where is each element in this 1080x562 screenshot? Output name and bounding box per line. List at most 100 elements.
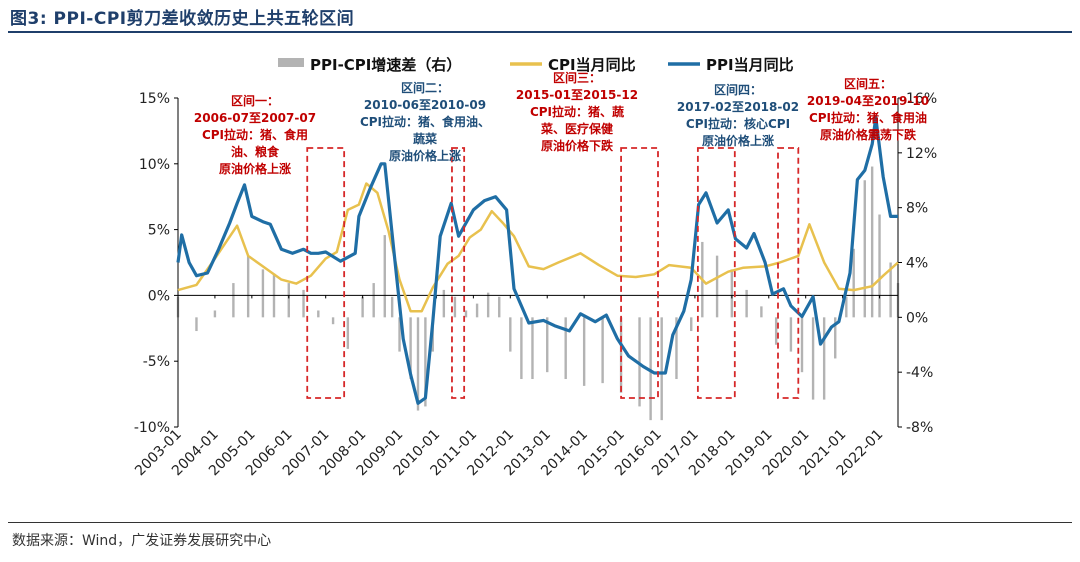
spread-bar xyxy=(845,296,848,318)
spread-bar xyxy=(317,310,320,318)
interval-box xyxy=(306,147,346,399)
annotation-line: 菜、医疗保健 xyxy=(540,121,614,136)
legend-label: PPI当月同比 xyxy=(706,56,794,74)
annotation-line: 2015-01至2015-12 xyxy=(516,88,638,102)
spread-bar xyxy=(302,289,305,318)
left-tick-label: 15% xyxy=(139,91,170,107)
spread-bar xyxy=(424,317,427,407)
spread-bar xyxy=(834,317,837,359)
spread-bar xyxy=(520,317,523,380)
legend-swatch-spread xyxy=(278,58,304,67)
spread-bar xyxy=(383,235,386,318)
annotation-line: 区间四： xyxy=(714,82,762,97)
source-note: 数据来源：Wind，广发证券发展研究中心 xyxy=(12,533,272,549)
spread-bar xyxy=(822,317,826,400)
annotation-line: 2006-07至2007-07 xyxy=(194,111,316,125)
annotation-line: 原油价格下跌 xyxy=(541,138,614,153)
spread-bar xyxy=(346,317,350,349)
annotation-line: 油、粮食 xyxy=(231,144,280,159)
spread-bar xyxy=(409,317,412,380)
spread-bar xyxy=(442,289,446,318)
legend-label: PPI-CPI增速差（右） xyxy=(310,56,461,74)
spread-bar xyxy=(195,317,198,332)
annotation-line: 蔬菜 xyxy=(413,131,437,146)
left-tick-label: -5% xyxy=(143,354,170,370)
right-tick-label: 8% xyxy=(906,201,928,217)
spread-bar xyxy=(582,317,586,386)
spread-bar xyxy=(730,269,734,318)
left-tick-label: 10% xyxy=(139,157,170,173)
spread-bar xyxy=(361,296,364,318)
left-tick-label: 5% xyxy=(148,223,170,239)
spread-bar xyxy=(261,269,265,318)
spread-bar xyxy=(246,255,250,318)
spread-bar xyxy=(852,248,855,318)
spread-bar xyxy=(372,283,375,318)
spread-bar xyxy=(638,317,641,407)
legend-label: CPI当月同比 xyxy=(548,56,636,74)
spread-bar xyxy=(619,317,623,393)
spread-bar xyxy=(675,317,678,380)
spread-bar xyxy=(564,317,567,380)
left-tick-label: 0% xyxy=(148,288,170,304)
annotation-line: 2019-04至2019-10 xyxy=(807,94,929,108)
right-tick-label: -8% xyxy=(906,420,933,436)
annotation-line: 原油价格上涨 xyxy=(389,148,461,163)
spread-bar xyxy=(660,317,663,421)
spread-bar xyxy=(232,283,235,318)
annotation-line: 2010-06至2010-09 xyxy=(364,98,486,112)
spread-bar xyxy=(649,317,652,421)
spread-bar xyxy=(531,317,534,380)
spread-bar xyxy=(464,310,468,318)
annotation-line: CPI拉动：猪、食用油、 xyxy=(360,114,490,129)
annotation-line: 区间二： xyxy=(401,80,449,95)
spread-bar xyxy=(889,262,892,318)
interval-box xyxy=(777,147,800,399)
annotation-line: CPI拉动：猪、蔬 xyxy=(530,104,624,119)
spread-bar xyxy=(475,303,479,318)
annotation-line: 2017-02至2018-02 xyxy=(677,100,799,114)
spread-bar xyxy=(287,283,290,318)
right-tick-label: 16% xyxy=(906,91,937,107)
spread-bar xyxy=(745,289,748,318)
spread-bar xyxy=(498,296,501,318)
spread-bar xyxy=(774,317,778,345)
spread-bar xyxy=(760,306,763,318)
annotation-line: 原油价格震荡下跌 xyxy=(820,127,917,142)
annotation-line: CPI拉动：猪、食用油 xyxy=(809,110,927,125)
interval-box xyxy=(451,147,466,399)
right-tick-label: 0% xyxy=(906,310,928,326)
annotation-line: CPI拉动：猪、食用 xyxy=(202,127,308,142)
cpi-line xyxy=(177,182,899,313)
spread-bar xyxy=(416,317,420,411)
spread-bar xyxy=(690,317,693,332)
spread-bar xyxy=(398,317,401,352)
annotation-line: CPI拉动：核心CPI xyxy=(686,116,790,131)
footer-rule xyxy=(8,522,1072,523)
right-tick-label: 12% xyxy=(906,146,937,162)
right-tick-label: 4% xyxy=(906,256,928,272)
spread-bar xyxy=(878,214,881,318)
spread-bar xyxy=(800,317,804,373)
interval-box xyxy=(620,147,659,399)
interval-box xyxy=(696,147,736,399)
annotation-line: 原油价格上涨 xyxy=(219,161,291,176)
spread-bar xyxy=(213,310,217,318)
spread-bar xyxy=(546,317,549,373)
spread-bar xyxy=(870,166,874,318)
title-rule xyxy=(8,31,1072,33)
spread-bar xyxy=(715,255,719,318)
spread-bar xyxy=(486,292,490,318)
spread-bar xyxy=(453,296,457,318)
figure-title: 图3: PPI-CPI剪刀差收敛历史上共五轮区间 xyxy=(10,9,355,29)
annotation-line: 区间一： xyxy=(231,93,279,108)
spread-bar xyxy=(863,180,866,318)
ppi-line xyxy=(176,116,898,405)
spread-bar xyxy=(811,317,815,400)
spread-bar xyxy=(509,317,512,352)
right-tick-label: -4% xyxy=(906,365,933,381)
annotation-line: 区间三： xyxy=(553,70,601,85)
spread-bar xyxy=(390,296,394,318)
annotation-line: 区间五： xyxy=(844,76,892,91)
